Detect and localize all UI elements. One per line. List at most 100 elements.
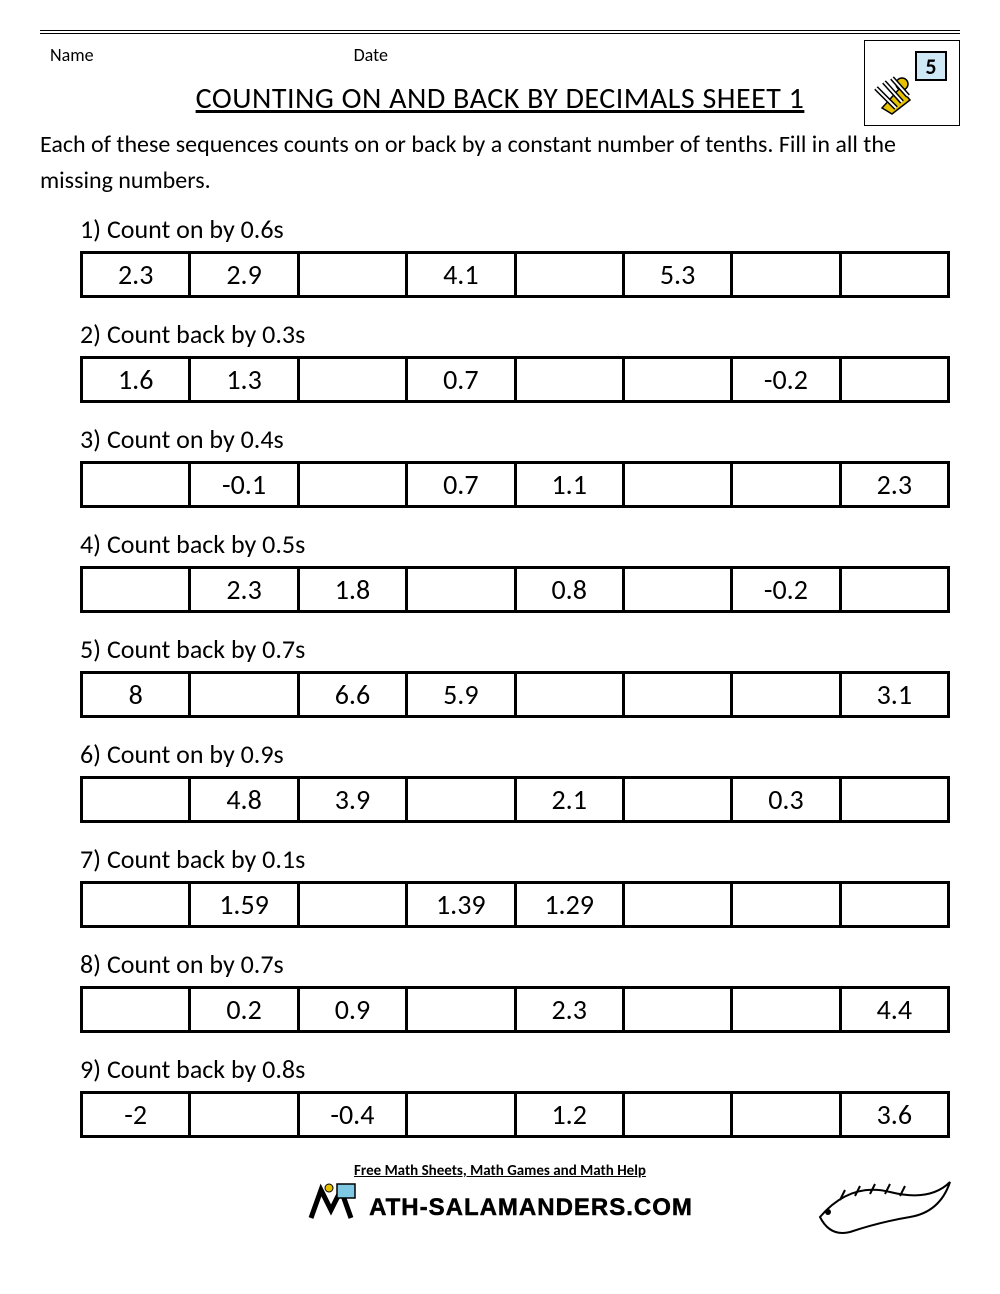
sequence-cell[interactable] <box>732 883 840 927</box>
worksheet-title: COUNTING ON AND BACK BY DECIMALS SHEET 1 <box>120 80 880 117</box>
sequence-cell[interactable] <box>298 883 406 927</box>
sequence-table: 8 6.65.9 3.1 <box>80 671 950 718</box>
grade-number: 5 <box>925 53 936 80</box>
problem-label: 5) Count back by 0.7s <box>80 633 950 665</box>
sequence-cell[interactable]: 2.3 <box>190 568 298 612</box>
footer-brand: ATH-SALAMANDERS.COM <box>369 1194 693 1222</box>
sequence-cell[interactable] <box>515 253 623 297</box>
sequence-cell[interactable] <box>732 1093 840 1137</box>
sequence-cell[interactable]: 4.8 <box>190 778 298 822</box>
date-label: Date <box>354 44 388 66</box>
sequence-cell[interactable]: 1.39 <box>407 883 515 927</box>
sequence-cell[interactable]: 2.9 <box>190 253 298 297</box>
sequence-cell[interactable] <box>623 1093 731 1137</box>
sequence-cell[interactable]: 3.9 <box>298 778 406 822</box>
problem-label: 4) Count back by 0.5s <box>80 528 950 560</box>
sequence-cell[interactable]: 4.4 <box>840 988 948 1032</box>
problem-label: 3) Count on by 0.4s <box>80 423 950 455</box>
sequence-cell[interactable]: 1.1 <box>515 463 623 507</box>
sequence-cell[interactable]: 2.1 <box>515 778 623 822</box>
sequence-cell[interactable] <box>82 988 190 1032</box>
sequence-table: 2.31.8 0.8 -0.2 <box>80 566 950 613</box>
problem-label: 1) Count on by 0.6s <box>80 213 950 245</box>
sequence-cell[interactable] <box>623 463 731 507</box>
sequence-cell[interactable] <box>82 778 190 822</box>
footer-m-icon <box>307 1182 367 1222</box>
sequence-cell[interactable] <box>623 568 731 612</box>
sequence-cell[interactable] <box>732 463 840 507</box>
salamander-logo-icon: 5 <box>872 48 952 118</box>
sequence-cell[interactable] <box>840 568 948 612</box>
sequence-cell[interactable]: 2.3 <box>515 988 623 1032</box>
sequence-table: 1.61.3 0.7 -0.2 <box>80 356 950 403</box>
sequence-table: 2.32.9 4.1 5.3 <box>80 251 950 298</box>
sequence-cell[interactable]: -2 <box>82 1093 190 1137</box>
sequence-cell[interactable]: 4.1 <box>407 253 515 297</box>
sequence-cell[interactable] <box>82 463 190 507</box>
sequence-cell[interactable] <box>840 253 948 297</box>
sequence-cell[interactable] <box>190 673 298 717</box>
sequence-cell[interactable] <box>515 673 623 717</box>
problem-label: 8) Count on by 0.7s <box>80 948 950 980</box>
name-date-row: Name Date <box>40 40 398 76</box>
sequence-cell[interactable]: 3.1 <box>840 673 948 717</box>
problem: 5) Count back by 0.7s 8 6.65.9 3.1 <box>80 633 950 718</box>
sequence-cell[interactable]: 0.3 <box>732 778 840 822</box>
sequence-cell[interactable] <box>732 673 840 717</box>
sequence-cell[interactable]: 1.6 <box>82 358 190 402</box>
sequence-cell[interactable] <box>623 673 731 717</box>
sequence-cell[interactable]: 1.2 <box>515 1093 623 1137</box>
sequence-cell[interactable] <box>623 988 731 1032</box>
sequence-cell[interactable]: 5.3 <box>623 253 731 297</box>
sequence-cell[interactable]: 2.3 <box>840 463 948 507</box>
header-row: Name Date 5 <box>40 40 960 76</box>
sequence-cell[interactable] <box>840 883 948 927</box>
sequence-cell[interactable] <box>82 568 190 612</box>
sequence-cell[interactable] <box>298 463 406 507</box>
sequence-cell[interactable]: -0.4 <box>298 1093 406 1137</box>
sequence-cell[interactable] <box>298 253 406 297</box>
footer-brand-row: ATH-SALAMANDERS.COM <box>307 1182 693 1222</box>
sequence-cell[interactable]: 0.9 <box>298 988 406 1032</box>
sequence-cell[interactable] <box>732 253 840 297</box>
sequence-cell[interactable]: 8 <box>82 673 190 717</box>
sequence-cell[interactable]: 1.3 <box>190 358 298 402</box>
sequence-cell[interactable] <box>298 358 406 402</box>
sequence-cell[interactable] <box>840 358 948 402</box>
sequence-cell[interactable]: 0.7 <box>407 358 515 402</box>
worksheet-page: Name Date 5 COUNTING ON AND BACK BY DECI… <box>0 0 1000 1262</box>
sequence-cell[interactable]: 1.8 <box>298 568 406 612</box>
sequence-cell[interactable]: 5.9 <box>407 673 515 717</box>
sequence-table: 4.83.9 2.1 0.3 <box>80 776 950 823</box>
sequence-cell[interactable] <box>840 778 948 822</box>
sequence-cell[interactable]: 0.7 <box>407 463 515 507</box>
problem: 2) Count back by 0.3s1.61.30.7-0.2 <box>80 318 950 403</box>
grade-logo: 5 <box>864 40 960 126</box>
top-rule <box>40 30 960 34</box>
sequence-cell[interactable]: 1.59 <box>190 883 298 927</box>
sequence-cell[interactable]: -0.1 <box>190 463 298 507</box>
sequence-cell[interactable]: 6.6 <box>298 673 406 717</box>
sequence-cell[interactable] <box>515 358 623 402</box>
sequence-cell[interactable] <box>623 358 731 402</box>
sequence-cell[interactable] <box>407 1093 515 1137</box>
sequence-cell[interactable] <box>407 568 515 612</box>
sequence-cell[interactable] <box>623 778 731 822</box>
sequence-cell[interactable]: 2.3 <box>82 253 190 297</box>
problem: 9) Count back by 0.8s-2-0.41.23.6 <box>80 1053 950 1138</box>
sequence-cell[interactable]: 3.6 <box>840 1093 948 1137</box>
instructions: Each of these sequences counts on or bac… <box>40 127 960 199</box>
sequence-cell[interactable] <box>407 778 515 822</box>
sequence-cell[interactable]: 0.8 <box>515 568 623 612</box>
sequence-table: -2 -0.4 1.2 3.6 <box>80 1091 950 1138</box>
sequence-cell[interactable]: 0.2 <box>190 988 298 1032</box>
sequence-cell[interactable] <box>407 988 515 1032</box>
sequence-cell[interactable]: 1.29 <box>515 883 623 927</box>
sequence-cell[interactable] <box>190 1093 298 1137</box>
sequence-cell[interactable] <box>82 883 190 927</box>
sequence-cell[interactable] <box>623 883 731 927</box>
sequence-cell[interactable]: -0.2 <box>732 358 840 402</box>
sequence-cell[interactable]: -0.2 <box>732 568 840 612</box>
sequence-cell[interactable] <box>732 988 840 1032</box>
sequence-table: -0.1 0.71.1 2.3 <box>80 461 950 508</box>
